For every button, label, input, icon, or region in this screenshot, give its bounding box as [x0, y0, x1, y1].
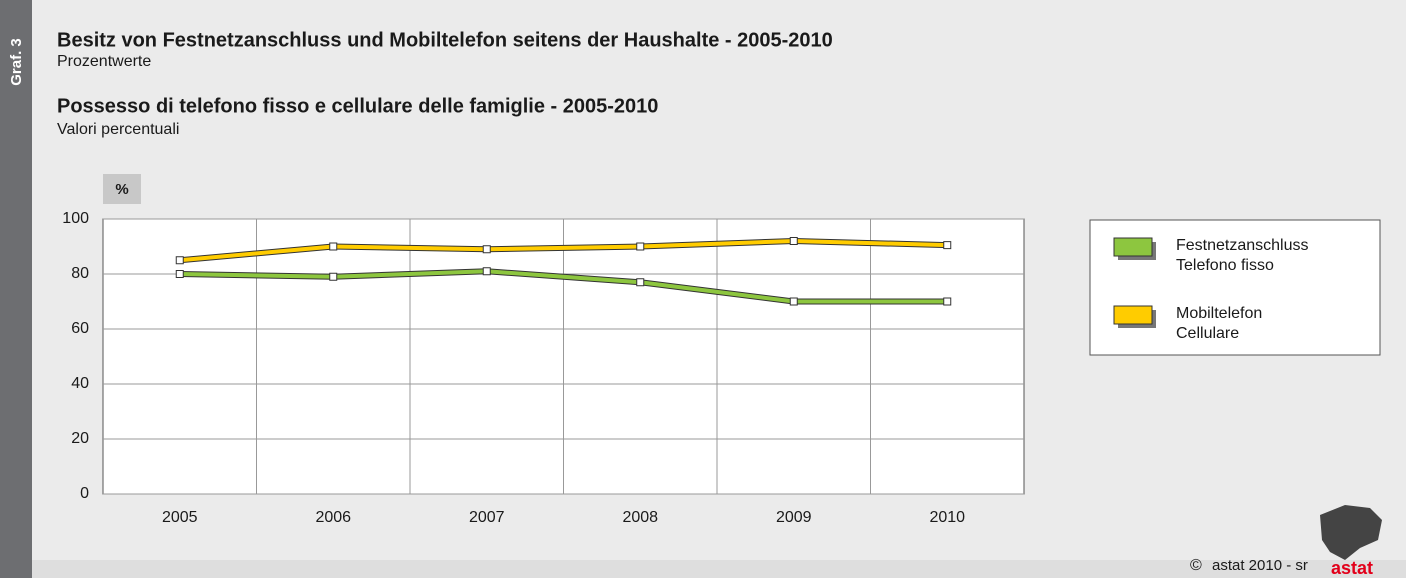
point-marker [175, 256, 184, 265]
footer-bar [32, 560, 1406, 578]
x-tick-label: 2005 [162, 509, 198, 526]
y-tick-label: 80 [71, 265, 89, 282]
point-marker [789, 237, 798, 245]
legend-label: Telefono fisso [1176, 257, 1274, 274]
legend-swatch [1113, 305, 1153, 325]
graph-label: Graf. 3 [8, 38, 25, 86]
y-tick-label: 40 [71, 375, 89, 392]
point-marker [636, 242, 645, 251]
y-tick-label: 0 [80, 485, 89, 502]
chart-title-2: Possesso di telefono fisso e cellulare d… [57, 95, 658, 117]
y-tick-label: 20 [71, 430, 89, 447]
chart-title: Besitz von Festnetzanschluss und Mobilte… [57, 29, 833, 51]
point-marker [636, 278, 645, 287]
copyright: © [1190, 557, 1202, 574]
legend-label: Festnetzanschluss [1176, 237, 1309, 254]
legend-label: Mobiltelefon [1176, 305, 1262, 322]
y-tick-label: 100 [62, 210, 89, 227]
x-tick-label: 2010 [929, 509, 965, 526]
side-strip [0, 0, 32, 578]
x-tick-label: 2007 [469, 509, 505, 526]
point-marker [482, 267, 491, 276]
series-line [179, 239, 948, 263]
logo: astat [1331, 558, 1373, 578]
y-unit: % [115, 181, 128, 198]
point-marker [943, 241, 952, 250]
point-marker [482, 245, 491, 254]
point-marker [943, 297, 952, 306]
y-tick-label: 60 [71, 320, 89, 337]
point-marker [175, 270, 184, 278]
x-tick-label: 2006 [315, 509, 351, 526]
logo-icon [1320, 505, 1382, 560]
unit-box [103, 174, 141, 204]
point-marker [329, 242, 338, 251]
x-tick-label: 2009 [776, 509, 812, 526]
chart-subtitle-2: Valori percentuali [57, 121, 179, 138]
chart-subtitle: Prozentwerte [57, 53, 151, 70]
legend-label: Cellulare [1176, 325, 1239, 342]
legend-swatch [1113, 237, 1153, 257]
series-line [179, 269, 948, 304]
x-tick-label: 2008 [622, 509, 658, 526]
point-marker [329, 272, 338, 281]
point-marker [789, 297, 798, 306]
footer: astat 2010 - sr [1212, 557, 1308, 574]
